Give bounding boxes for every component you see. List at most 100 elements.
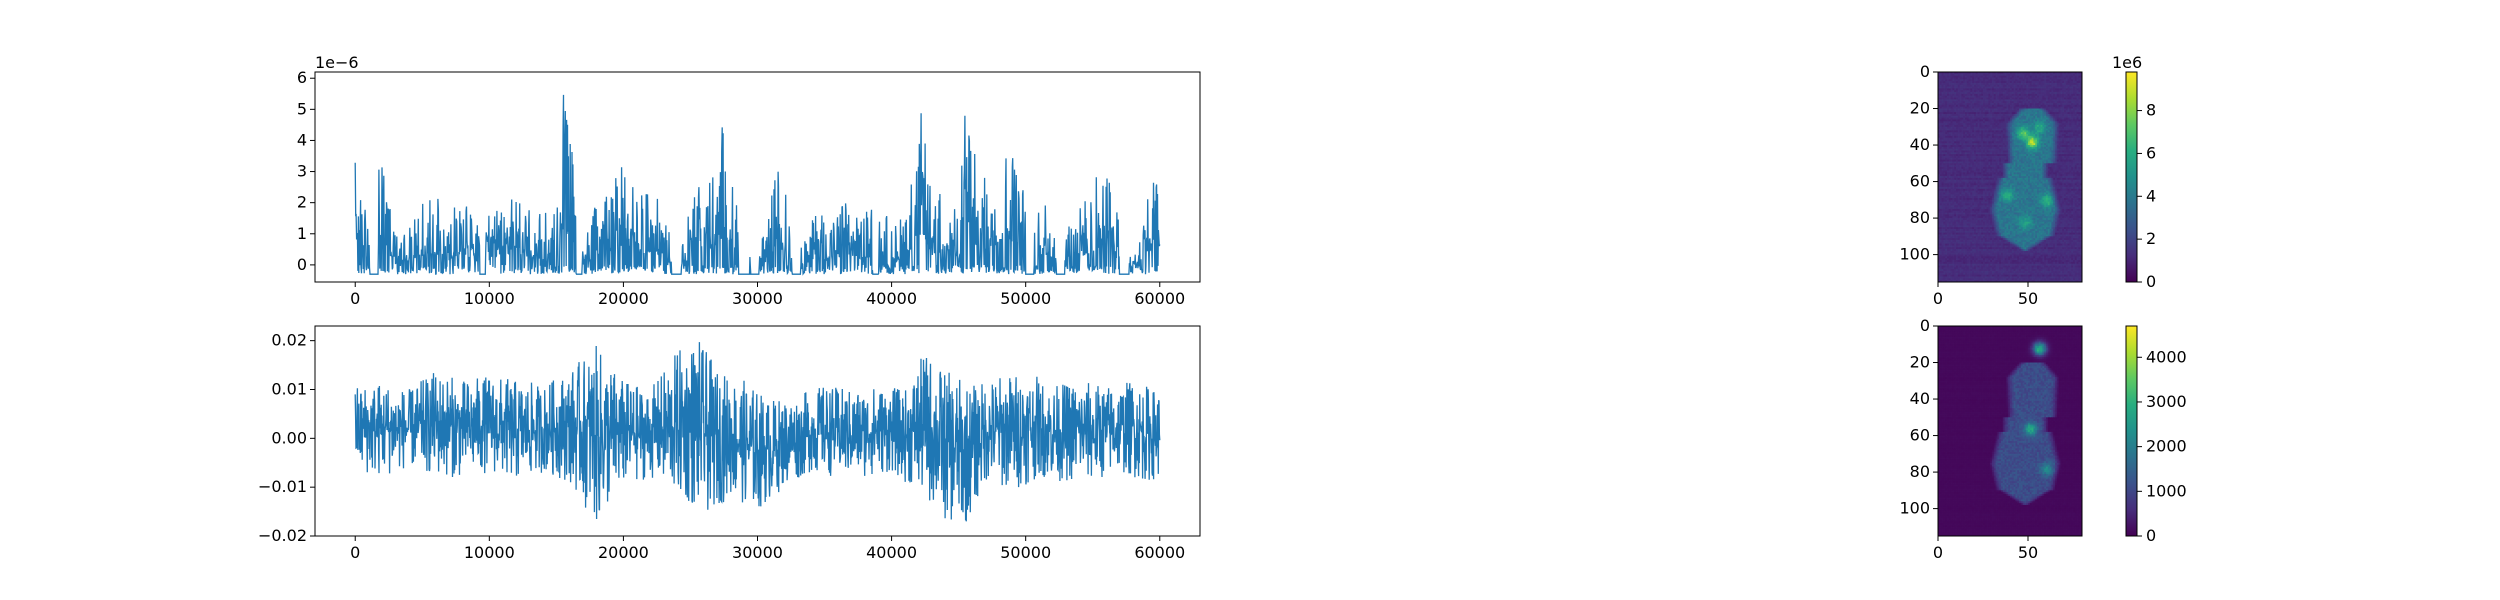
heatmap-top-cell: [1993, 84, 1996, 88]
heatmap-top-cell: [1947, 101, 1950, 104]
heatmap-top-cell: [1975, 104, 1978, 108]
heatmap-top-cell: [2040, 75, 2043, 78]
heatmap-top-cell: [1999, 82, 2002, 86]
line-chart-top-xtick-label: 50000: [1000, 289, 1051, 308]
heatmap-top-cell: [1956, 93, 1959, 97]
heatmap-top-cell: [1950, 121, 1953, 124]
heatmap-top-cell: [1954, 110, 1957, 113]
heatmap-top-cell: [1981, 114, 1984, 117]
heatmap-top-cell: [2078, 117, 2081, 120]
heatmap-top-cell: [2042, 123, 2045, 126]
heatmap-top-cell: [1977, 103, 1980, 106]
heatmap-top-cell: [1963, 90, 1966, 93]
heatmap-top-cell: [2073, 99, 2076, 102]
heatmap-top-cell: [1979, 112, 1982, 115]
heatmap-top-cell: [2031, 73, 2034, 77]
heatmap-top-cell: [2028, 123, 2031, 126]
heatmap-top-cell: [1984, 119, 1987, 122]
heatmap-top-cell: [1983, 106, 1986, 109]
heatmap-top-cell: [1945, 106, 1948, 109]
heatmap-top-cell: [2042, 93, 2045, 97]
heatmap-top-cell: [1968, 103, 1971, 106]
heatmap-top-cell: [2031, 97, 2034, 100]
heatmap-top-cell: [1938, 119, 1941, 122]
heatmap-top-cell: [2051, 95, 2054, 98]
heatmap-top-cell: [1979, 108, 1982, 111]
heatmap-top-cell: [1986, 114, 1989, 117]
heatmap-top-cell: [1999, 104, 2002, 108]
heatmap-top-cell: [1957, 119, 1960, 122]
heatmap-top-cell: [1948, 110, 1951, 113]
heatmap-top-cell: [2056, 103, 2059, 106]
heatmap-top-cell: [2013, 104, 2016, 108]
heatmap-top-cell: [2028, 112, 2031, 115]
heatmap-top-cell: [2004, 106, 2007, 109]
heatmap-top-cell: [2035, 106, 2038, 109]
heatmap-top-cell: [2071, 99, 2074, 102]
heatmap-top-cell: [1999, 110, 2002, 113]
heatmap-top-cell: [1948, 108, 1951, 111]
heatmap-top-cell: [2017, 82, 2020, 86]
heatmap-top-cell: [2011, 97, 2014, 100]
heatmap-top-cell: [2067, 84, 2070, 88]
heatmap-top-cell: [2020, 86, 2023, 89]
heatmap-top-cell: [1999, 103, 2002, 106]
heatmap-top-cell: [2038, 72, 2041, 75]
heatmap-top-cell: [2004, 72, 2007, 75]
heatmap-top-cell: [1957, 88, 1960, 91]
heatmap-top-cell: [1970, 103, 1973, 106]
heatmap-top-cell: [1950, 79, 1953, 82]
heatmap-top-cell: [2013, 97, 2016, 100]
heatmap-top-cell: [2047, 79, 2050, 82]
heatmap-top-cell: [1977, 115, 1980, 119]
heatmap-top-cell: [2038, 103, 2041, 106]
heatmap-top-cell: [1984, 88, 1987, 91]
heatmap-top-cell: [2067, 117, 2070, 120]
heatmap-top-cell: [2080, 81, 2083, 84]
heatmap-top-cell: [1954, 97, 1957, 100]
heatmap-top-cell: [2002, 93, 2005, 97]
heatmap-top-cell: [2065, 79, 2068, 82]
heatmap-top-cell: [1974, 86, 1977, 89]
heatmap-top-cell: [1972, 81, 1975, 84]
heatmap-top-cell: [1983, 103, 1986, 106]
heatmap-top-cell: [2044, 73, 2047, 77]
heatmap-top-cell: [1943, 123, 1946, 126]
heatmap-top-cell: [2002, 81, 2005, 84]
heatmap-top-cell: [2074, 106, 2077, 109]
heatmap-top-cell: [1957, 92, 1960, 95]
heatmap-top-cell: [1943, 106, 1946, 109]
heatmap-top-cell: [1975, 112, 1978, 115]
heatmap-top-cell: [1974, 112, 1977, 115]
heatmap-top-cell: [2062, 97, 2065, 100]
heatmap-top-cell: [2028, 86, 2031, 89]
heatmap-top-cell: [2020, 115, 2023, 119]
heatmap-top-cell: [2006, 73, 2009, 77]
heatmap-top-cell: [2055, 86, 2058, 89]
heatmap-top-cell: [1957, 123, 1960, 126]
heatmap-top-cell: [2044, 108, 2047, 111]
heatmap-top-cell: [2015, 114, 2018, 117]
heatmap-top-cell: [2037, 73, 2040, 77]
heatmap-top-cell: [2078, 84, 2081, 88]
heatmap-top-cell: [1968, 90, 1971, 93]
heatmap-top-cell: [1981, 77, 1984, 80]
heatmap-top-cell: [1938, 115, 1941, 119]
heatmap-top-cell: [1952, 90, 1955, 93]
heatmap-top-cell: [2011, 72, 2014, 75]
heatmap-top-cell: [1975, 77, 1978, 80]
heatmap-top-cell: [1997, 81, 2000, 84]
heatmap-top-cell: [2022, 75, 2025, 78]
heatmap-top-cell: [1938, 114, 1941, 117]
heatmap-top-cell: [1992, 86, 1995, 89]
heatmap-top-cell: [1941, 124, 1944, 128]
heatmap-top-cell: [1984, 106, 1987, 109]
heatmap-top-cell: [1954, 75, 1957, 78]
heatmap-top-cell: [1993, 103, 1996, 106]
heatmap-top-cell: [2038, 75, 2041, 78]
heatmap-top-cell: [1995, 93, 1998, 97]
heatmap-top-cell: [1975, 97, 1978, 100]
heatmap-top-cell: [1945, 92, 1948, 95]
heatmap-top-cell: [1979, 123, 1982, 126]
heatmap-top-cell: [2080, 73, 2083, 77]
